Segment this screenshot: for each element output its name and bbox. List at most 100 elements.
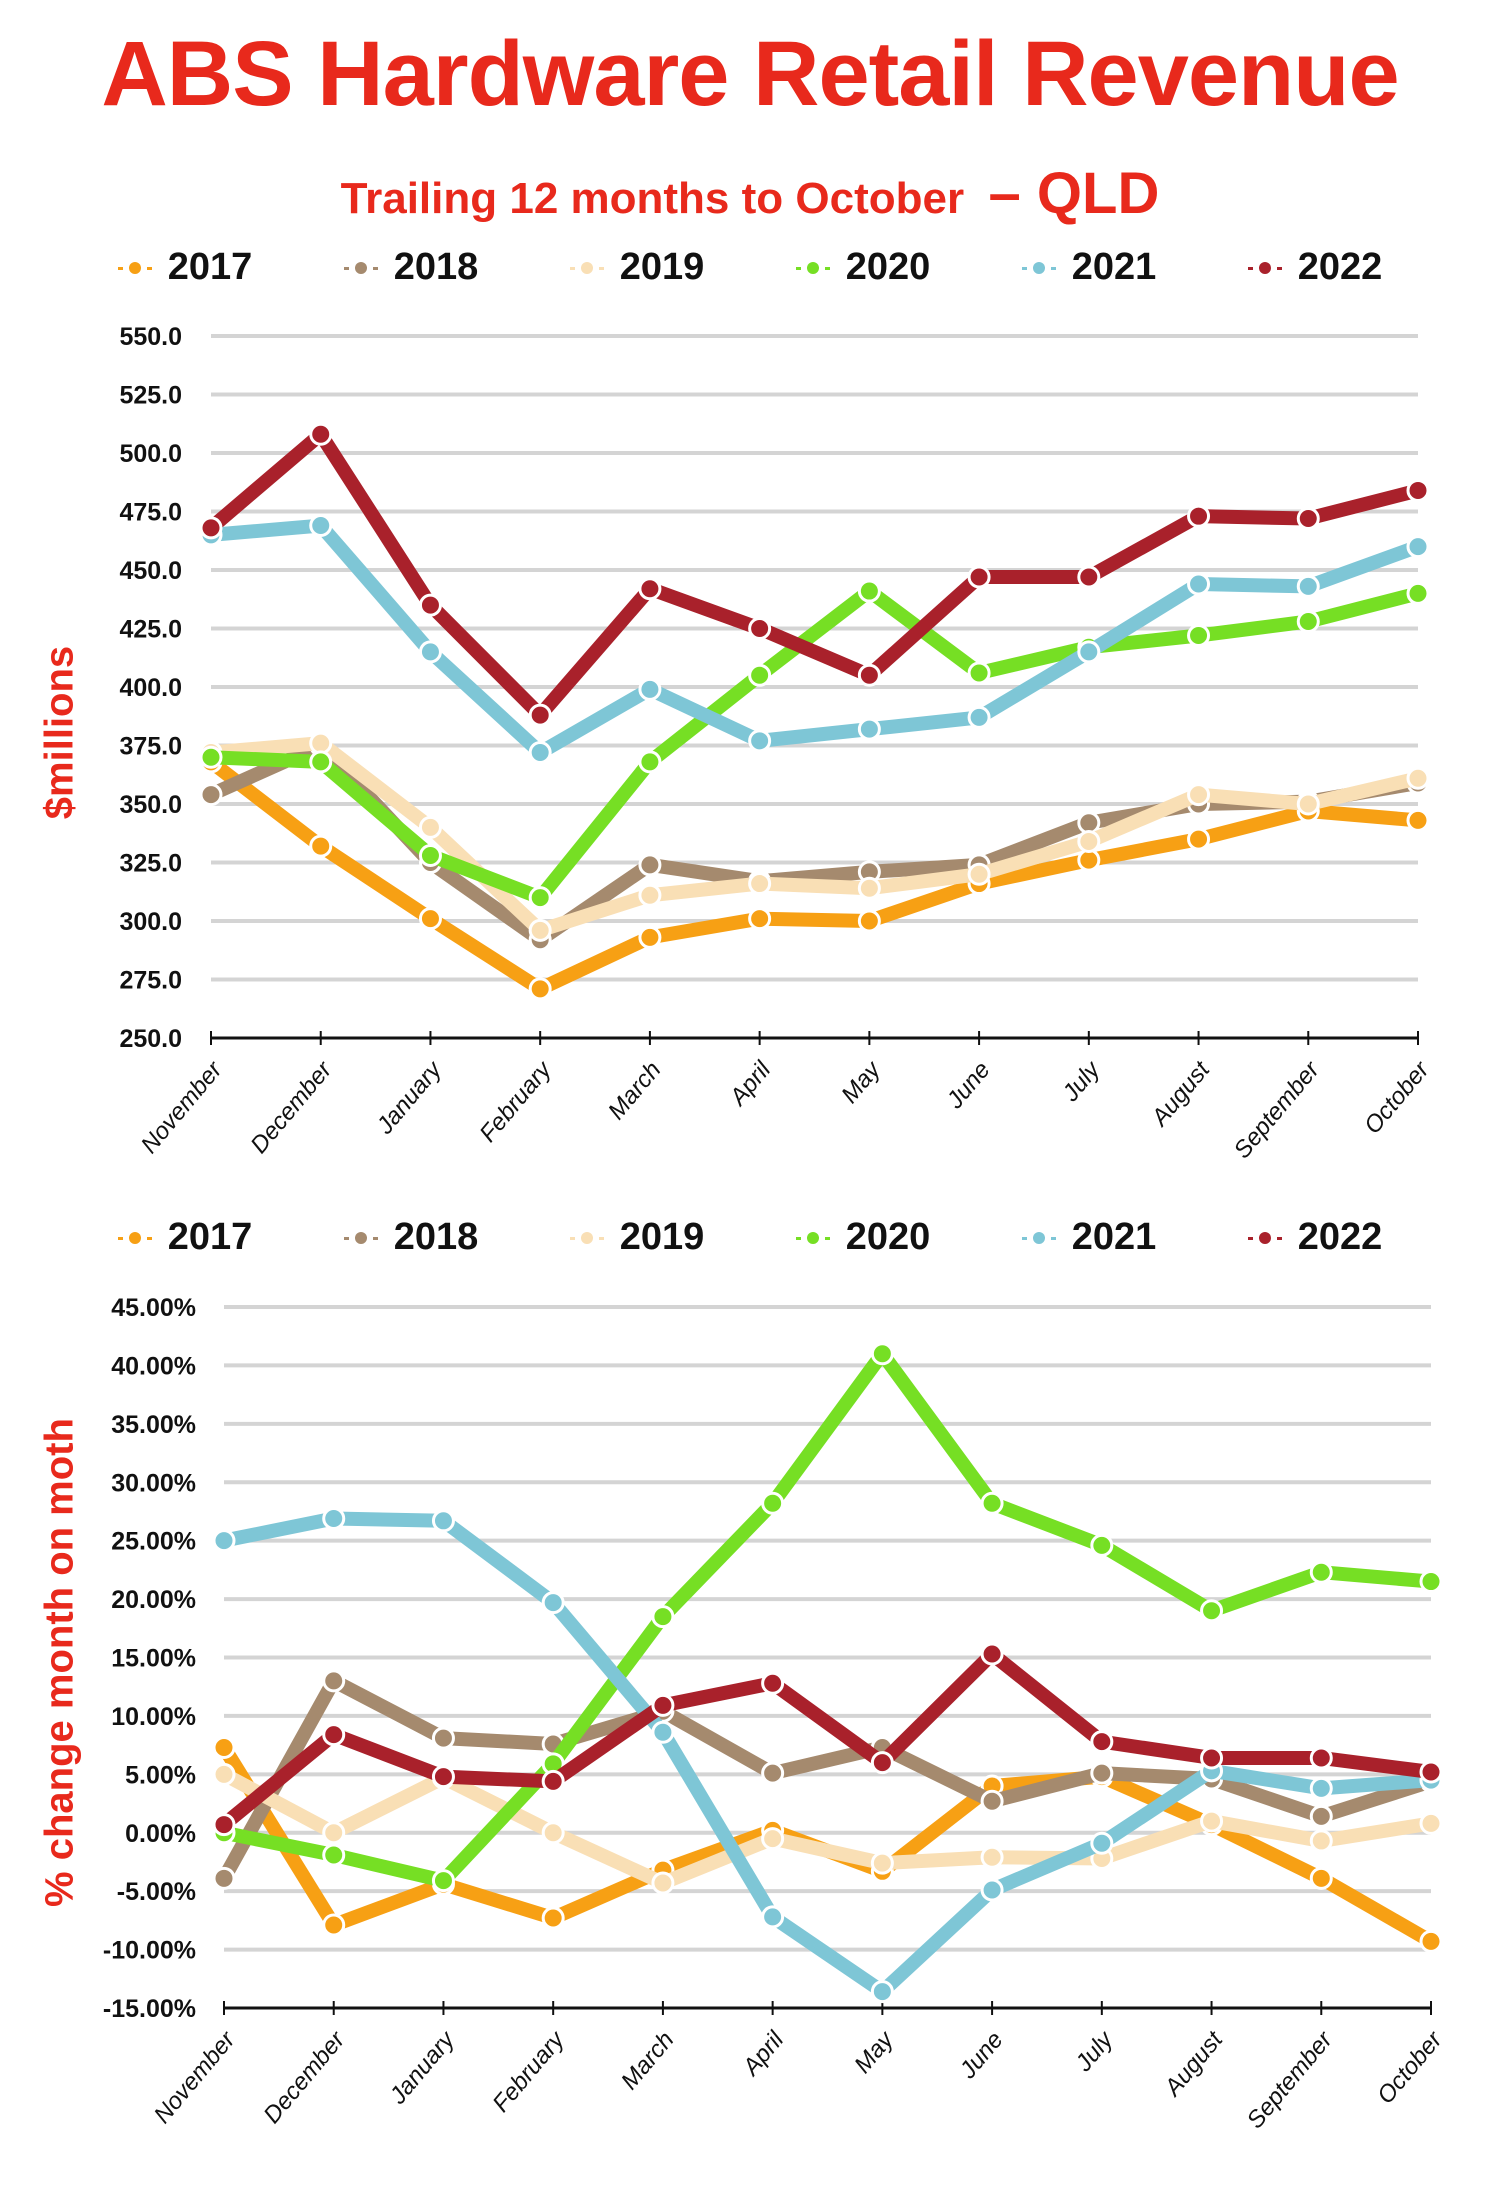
data-point-2022 [870,1751,894,1775]
legend-item-2020: 2020 [750,1216,976,1259]
data-point-2019 [761,1827,785,1851]
data-point-2020 [638,750,662,774]
legend-label: 2020 [845,246,931,288]
data-point-2020 [857,579,881,603]
legend-marker-icon [1021,261,1056,274]
x-tick-label: April [723,1056,776,1112]
data-point-2017 [1077,848,1101,872]
data-point-2017 [1309,1866,1333,1890]
data-point-2021 [870,1980,894,2004]
legend-marker-icon [569,261,604,274]
legend-marker-icon [1247,261,1282,274]
x-tick-label: June [941,1057,996,1115]
series-line-2017 [206,756,1419,996]
legend-marker-icon [117,261,152,274]
series-line-2018 [217,1673,1434,1882]
legend-label: 2022 [1297,1216,1383,1258]
data-point-2020 [199,745,223,769]
data-point-2022 [1309,1746,1333,1770]
data-point-2019 [651,1871,675,1895]
data-point-2020 [1090,1533,1114,1557]
data-point-2022 [761,1671,785,1695]
data-point-2018 [431,1726,455,1750]
y-tick-label: 350.0 [119,791,182,819]
data-point-2019 [212,1762,236,1786]
data-point-2019 [1200,1809,1224,1833]
data-point-2022 [1090,1730,1114,1754]
data-point-2022 [638,577,662,601]
data-point-2020 [528,886,552,910]
data-point-2022 [1200,1746,1224,1770]
series-line-2019 [210,736,1420,938]
legend-marker-icon [795,1231,830,1244]
data-point-2022 [528,703,552,727]
data-point-2018 [761,1761,785,1785]
data-point-2022 [418,593,442,617]
x-tick-label: August [1158,2025,1229,2102]
data-point-2022 [541,1769,565,1793]
data-point-2022 [1187,504,1211,528]
x-tick-label: March [603,1057,667,1125]
legend-item-2019: 2019 [524,246,750,289]
data-point-2022 [857,663,881,687]
y-tick-label: 30.00% [111,1469,196,1497]
data-point-2017 [857,909,881,933]
legend-item-2018: 2018 [298,1216,524,1259]
data-point-2022 [199,516,223,540]
legend-marker-icon [343,1231,378,1244]
data-point-2017 [541,1906,565,1930]
data-point-2020 [870,1342,894,1366]
series-line-2020 [210,584,1420,905]
data-point-2021 [748,729,772,753]
x-tick-label: July [1070,2025,1120,2077]
data-point-2022 [309,422,333,446]
x-tick-label: September [1229,1056,1326,1164]
data-point-2018 [212,1866,236,1890]
data-point-2017 [528,977,552,1001]
series-line-2021 [210,518,1421,760]
y-tick-label: 375.0 [119,733,182,761]
data-point-2019 [541,1821,565,1845]
data-point-2019 [748,872,772,896]
legend-revenue: 2017 2018 2019 2020 2021 2022 [0,246,1500,289]
data-point-2021 [541,1591,565,1615]
legend-item-2022: 2022 [1202,1216,1428,1259]
x-tick-label: March [616,2027,680,2095]
legend-label: 2019 [619,246,705,288]
y-tick-label: 550.0 [119,323,182,351]
legend-marker-icon [1021,1231,1056,1244]
data-point-2021 [1077,640,1101,664]
subtitle-text: Trailing 12 months to October [340,174,965,223]
data-point-2018 [1309,1804,1333,1828]
x-tick-label: November [136,1056,228,1159]
y-tick-label: -10.00% [103,1937,196,1965]
data-point-2021 [322,1506,346,1530]
data-point-2019 [309,731,333,755]
y-tick-label: 5.00% [125,1761,196,1789]
data-point-2020 [309,750,333,774]
data-point-2017 [418,907,442,931]
data-point-2021 [1090,1831,1114,1855]
data-point-2022 [322,1723,346,1747]
x-tick-label: April [736,2026,789,2082]
y-tick-label: 500.0 [119,440,182,468]
y-tick-label: 25.00% [111,1528,196,1556]
data-point-2021 [212,1529,236,1553]
data-point-2022 [1296,507,1320,531]
data-point-2020 [1406,581,1430,605]
data-point-2018 [1077,811,1101,835]
data-point-2019 [1296,792,1320,816]
legend-marker-icon [1247,1231,1282,1244]
x-tick-label: June [954,2027,1009,2085]
data-point-2019 [870,1851,894,1875]
legend-item-2017: 2017 [72,1216,298,1259]
data-point-2022 [1077,565,1101,589]
data-point-2022 [748,617,772,640]
series-line-2022 [219,1646,1432,1830]
x-tick-label: July [1057,1055,1107,1107]
data-point-2021 [431,1509,455,1533]
data-point-2021 [857,717,881,741]
data-point-2022 [1419,1760,1443,1784]
x-tick-label: May [836,1055,887,1109]
